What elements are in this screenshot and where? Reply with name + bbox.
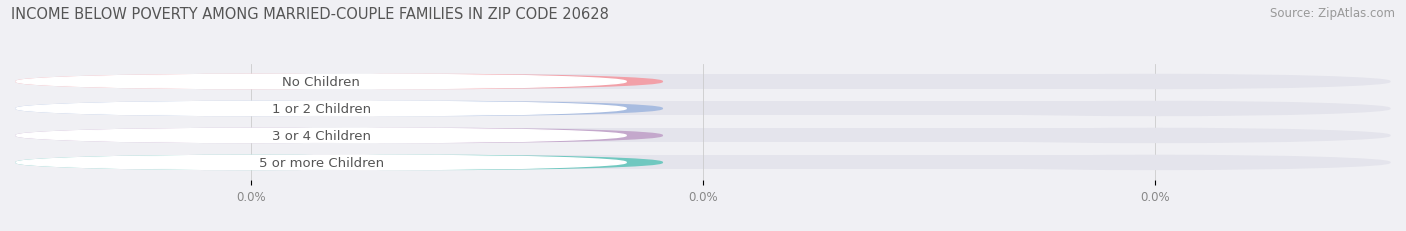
Circle shape [156,156,626,170]
Circle shape [920,129,1391,143]
Bar [252,102,1154,116]
Circle shape [15,129,486,143]
Circle shape [15,129,486,143]
Circle shape [15,156,486,170]
Bar [252,156,1154,170]
Circle shape [193,129,662,143]
Circle shape [920,156,1391,170]
Bar [252,102,391,116]
Text: 0.0%: 0.0% [464,129,496,142]
Text: 0.0%: 0.0% [464,76,496,89]
Bar [252,75,391,89]
Text: 3 or 4 Children: 3 or 4 Children [271,129,371,142]
Bar [252,156,391,170]
Text: No Children: No Children [283,76,360,89]
Circle shape [15,75,486,89]
Circle shape [15,102,486,116]
Circle shape [15,156,486,170]
Text: Source: ZipAtlas.com: Source: ZipAtlas.com [1270,7,1395,20]
Circle shape [15,102,486,116]
Circle shape [920,75,1391,89]
Circle shape [156,75,626,89]
Circle shape [193,156,662,170]
Bar [252,102,427,116]
Circle shape [193,102,662,116]
Circle shape [193,75,662,89]
Circle shape [156,129,626,143]
Text: INCOME BELOW POVERTY AMONG MARRIED-COUPLE FAMILIES IN ZIP CODE 20628: INCOME BELOW POVERTY AMONG MARRIED-COUPL… [11,7,609,22]
Circle shape [15,129,486,143]
Bar [252,129,1154,143]
Text: 0.0%: 0.0% [464,103,496,116]
Circle shape [15,156,486,170]
Circle shape [15,75,486,89]
Circle shape [156,102,626,116]
Text: 1 or 2 Children: 1 or 2 Children [271,103,371,116]
Bar [252,75,1154,89]
Circle shape [920,102,1391,116]
Bar [252,156,427,170]
Bar [252,129,391,143]
Text: 5 or more Children: 5 or more Children [259,156,384,169]
Text: 0.0%: 0.0% [464,156,496,169]
Circle shape [15,75,486,89]
Circle shape [15,102,486,116]
Bar [252,129,427,143]
Bar [252,75,427,89]
